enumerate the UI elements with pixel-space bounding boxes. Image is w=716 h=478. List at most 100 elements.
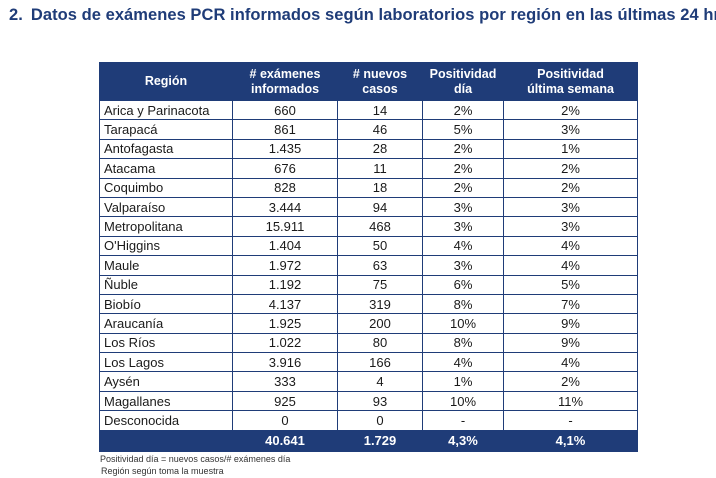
examenes-cell: 333 bbox=[232, 371, 338, 392]
header-positividad-dia: Positividad día bbox=[422, 62, 504, 101]
positividad-semana-cell: 7% bbox=[503, 293, 638, 315]
region-cell: Araucanía bbox=[99, 313, 233, 334]
region-cell: Los Lagos bbox=[99, 352, 233, 373]
positividad-dia-cell: 2% bbox=[422, 177, 504, 198]
examenes-cell: 676 bbox=[232, 158, 338, 179]
region-cell: Metropolitana bbox=[99, 216, 233, 237]
positividad-semana-cell: 4% bbox=[503, 235, 638, 257]
table-row: Araucanía 1.925 200 10% 9% bbox=[99, 313, 638, 334]
total-label bbox=[99, 429, 233, 452]
nuevos-casos-cell: 28 bbox=[337, 138, 423, 160]
total-positividad-semana: 4,1% bbox=[503, 429, 638, 452]
header-region: Región bbox=[99, 62, 233, 101]
nuevos-casos-cell: 94 bbox=[337, 196, 423, 218]
table-row: Biobío 4.137 319 8% 7% bbox=[99, 293, 638, 315]
table-row: Aysén 333 4 1% 2% bbox=[99, 371, 638, 392]
positividad-dia-cell: 4% bbox=[422, 235, 504, 257]
region-cell: Coquimbo bbox=[99, 177, 233, 198]
header-positividad-semana: Positividad última semana bbox=[503, 62, 638, 101]
examenes-cell: 1.022 bbox=[232, 332, 338, 354]
examenes-cell: 3.444 bbox=[232, 196, 338, 218]
table-row: Los Lagos 3.916 166 4% 4% bbox=[99, 352, 638, 373]
examenes-cell: 1.972 bbox=[232, 255, 338, 276]
positividad-semana-cell: - bbox=[503, 410, 638, 431]
positividad-semana-cell: 3% bbox=[503, 216, 638, 237]
nuevos-casos-cell: 46 bbox=[337, 119, 423, 140]
positividad-dia-cell: 6% bbox=[422, 274, 504, 295]
region-cell: Desconocida bbox=[99, 410, 233, 431]
table-row: Tarapacá 861 46 5% 3% bbox=[99, 119, 638, 140]
examenes-cell: 3.916 bbox=[232, 352, 338, 373]
region-cell: Biobío bbox=[99, 293, 233, 315]
positividad-semana-cell: 2% bbox=[503, 371, 638, 392]
nuevos-casos-cell: 50 bbox=[337, 235, 423, 257]
table-row: Magallanes 925 93 10% 11% bbox=[99, 390, 638, 412]
examenes-cell: 1.925 bbox=[232, 313, 338, 334]
positividad-dia-cell: 3% bbox=[422, 196, 504, 218]
examenes-cell: 1.435 bbox=[232, 138, 338, 160]
region-cell: Tarapacá bbox=[99, 119, 233, 140]
examenes-cell: 925 bbox=[232, 390, 338, 412]
nuevos-casos-cell: 0 bbox=[337, 410, 423, 431]
table-row: O'Higgins 1.404 50 4% 4% bbox=[99, 235, 638, 257]
table-row: Valparaíso 3.444 94 3% 3% bbox=[99, 196, 638, 218]
region-cell: Atacama bbox=[99, 158, 233, 179]
examenes-cell: 660 bbox=[232, 99, 338, 121]
footnote-region: Región según toma la muestra bbox=[101, 466, 224, 476]
positividad-dia-cell: 3% bbox=[422, 255, 504, 276]
positividad-semana-cell: 4% bbox=[503, 352, 638, 373]
nuevos-casos-cell: 11 bbox=[337, 158, 423, 179]
nuevos-casos-cell: 63 bbox=[337, 255, 423, 276]
positividad-semana-cell: 1% bbox=[503, 138, 638, 160]
region-cell: O'Higgins bbox=[99, 235, 233, 257]
total-positividad-dia: 4,3% bbox=[422, 429, 504, 452]
footnotes: Positividad día = nuevos casos/# exámene… bbox=[100, 453, 290, 477]
examenes-cell: 1.404 bbox=[232, 235, 338, 257]
table-header-row: Región # exámenes informados # nuevos ca… bbox=[99, 62, 638, 101]
footnote-positividad: Positividad día = nuevos casos/# exámene… bbox=[100, 454, 291, 464]
table-row: Atacama 676 11 2% 2% bbox=[99, 158, 638, 179]
positividad-semana-cell: 9% bbox=[503, 313, 638, 334]
table-row: Maule 1.972 63 3% 4% bbox=[99, 255, 638, 276]
nuevos-casos-cell: 200 bbox=[337, 313, 423, 334]
positividad-semana-cell: 5% bbox=[503, 274, 638, 295]
positividad-semana-cell: 2% bbox=[503, 99, 638, 121]
table-row: Arica y Parinacota 660 14 2% 2% bbox=[99, 99, 638, 121]
total-nuevos-casos: 1.729 bbox=[337, 429, 423, 452]
positividad-semana-cell: 4% bbox=[503, 255, 638, 276]
nuevos-casos-cell: 75 bbox=[337, 274, 423, 295]
region-cell: Ñuble bbox=[99, 274, 233, 295]
positividad-semana-cell: 3% bbox=[503, 119, 638, 140]
table-row: Los Ríos 1.022 80 8% 9% bbox=[99, 332, 638, 354]
region-cell: Valparaíso bbox=[99, 196, 233, 218]
examenes-cell: 861 bbox=[232, 119, 338, 140]
positividad-dia-cell: 2% bbox=[422, 138, 504, 160]
nuevos-casos-cell: 93 bbox=[337, 390, 423, 412]
examenes-cell: 4.137 bbox=[232, 293, 338, 315]
positividad-semana-cell: 2% bbox=[503, 158, 638, 179]
nuevos-casos-cell: 4 bbox=[337, 371, 423, 392]
positividad-semana-cell: 3% bbox=[503, 196, 638, 218]
table-body: Arica y Parinacota 660 14 2% 2% Tarapacá 861 46… bbox=[99, 99, 638, 431]
positividad-dia-cell: 3% bbox=[422, 216, 504, 237]
positividad-dia-cell: 5% bbox=[422, 119, 504, 140]
nuevos-casos-cell: 468 bbox=[337, 216, 423, 237]
nuevos-casos-cell: 14 bbox=[337, 99, 423, 121]
page-title: 2. Datos de exámenes PCR informados según… bbox=[9, 6, 716, 25]
positividad-dia-cell: 2% bbox=[422, 99, 504, 121]
totals-row: 40.641 1.729 4,3% 4,1% bbox=[99, 429, 638, 452]
section-title: Datos de exámenes PCR informados según l… bbox=[30, 6, 716, 24]
positividad-dia-cell: 2% bbox=[422, 158, 504, 179]
table-row: Antofagasta 1.435 28 2% 1% bbox=[99, 138, 638, 160]
nuevos-casos-cell: 166 bbox=[337, 352, 423, 373]
positividad-semana-cell: 9% bbox=[503, 332, 638, 354]
table-row: Metropolitana 15.911 468 3% 3% bbox=[99, 216, 638, 237]
region-cell: Los Ríos bbox=[99, 332, 233, 354]
pcr-table: Región # exámenes informados # nuevos ca… bbox=[99, 62, 638, 452]
positividad-dia-cell: 8% bbox=[422, 293, 504, 315]
positividad-dia-cell: - bbox=[422, 410, 504, 431]
positividad-dia-cell: 1% bbox=[422, 371, 504, 392]
nuevos-casos-cell: 80 bbox=[337, 332, 423, 354]
examenes-cell: 1.192 bbox=[232, 274, 338, 295]
positividad-semana-cell: 11% bbox=[503, 390, 638, 412]
